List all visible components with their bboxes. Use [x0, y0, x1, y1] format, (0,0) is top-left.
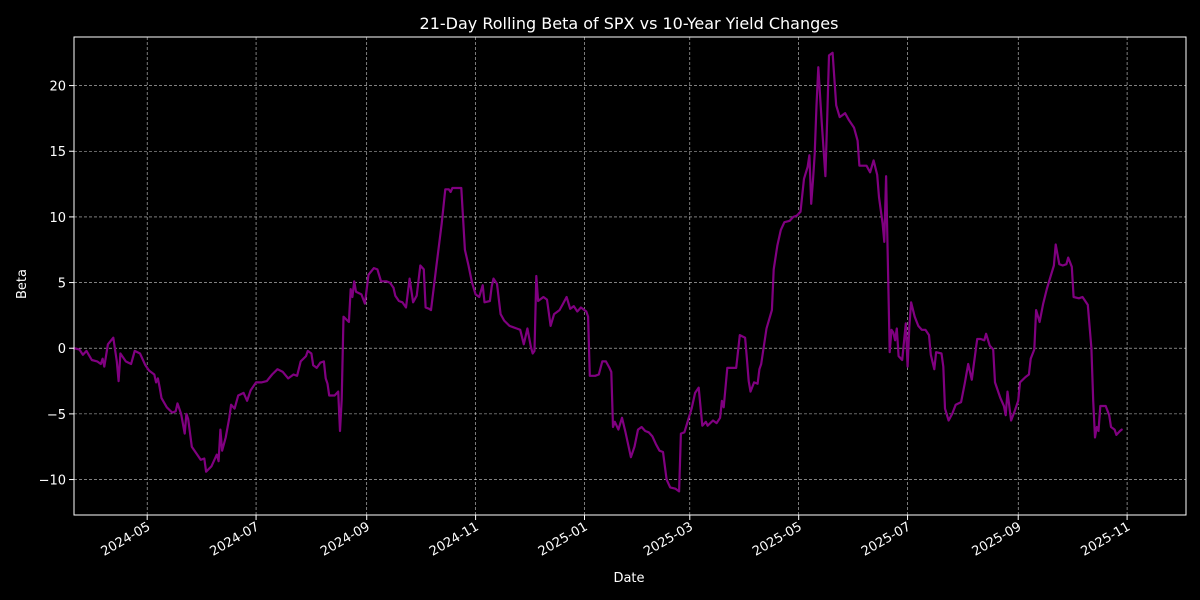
- y-tick-label: 15: [49, 145, 66, 160]
- y-tick-label: 5: [58, 277, 66, 292]
- axes-frame: [73, 36, 1187, 516]
- y-tick-label: 0: [58, 342, 66, 357]
- y-tick-label: 20: [49, 80, 66, 95]
- y-axis-label: Beta: [15, 269, 30, 299]
- chart-title: 21-Day Rolling Beta of SPX vs 10-Year Yi…: [420, 14, 839, 33]
- grid: [74, 37, 1186, 515]
- y-tick-label: −5: [47, 408, 66, 423]
- plot-area: [72, 51, 1123, 493]
- y-tick-label: 10: [49, 211, 66, 226]
- x-axis-label: Date: [613, 571, 644, 586]
- y-tick-label: −10: [39, 474, 66, 489]
- series-line: [72, 51, 1123, 493]
